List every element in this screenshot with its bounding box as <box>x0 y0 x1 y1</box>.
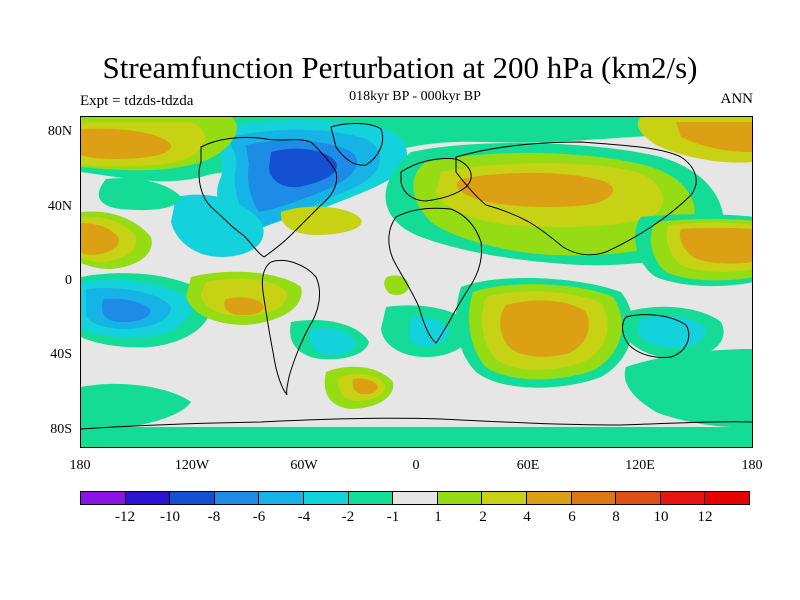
lon-tick-label: 180 <box>741 458 763 473</box>
colorbar-tick-label: -10 <box>160 509 180 525</box>
colorbar-tick-label: 6 <box>568 509 576 525</box>
colorbar-tick-label: 10 <box>653 509 669 525</box>
colorbar-segment <box>170 492 215 504</box>
contour-fill <box>224 297 264 316</box>
colorbar-segment <box>393 492 438 504</box>
colorbar-tick-label: 2 <box>479 509 487 525</box>
coastlines <box>81 123 752 430</box>
colorbar-segment <box>526 492 572 504</box>
contour-fill <box>81 427 752 447</box>
streamfunction-map <box>81 117 752 447</box>
colorbar-segment <box>259 492 304 504</box>
contour-fill <box>269 148 337 188</box>
colorbar-tick-label: 4 <box>523 509 531 525</box>
lat-tick-label: 0 <box>65 273 72 288</box>
colorbar <box>80 491 750 505</box>
contour-fill <box>81 223 119 255</box>
contour-fill <box>456 172 614 207</box>
contour-fill <box>81 128 172 159</box>
colorbar-segment <box>303 492 349 504</box>
coastline-australia <box>622 314 690 358</box>
contour-fill <box>309 327 356 356</box>
colorbar-segment <box>571 492 617 504</box>
contour-fill <box>81 383 191 432</box>
lat-tick-label: 40N <box>47 199 72 214</box>
contour-fill <box>280 206 362 235</box>
lon-tick-label: 120W <box>174 458 210 473</box>
coastline-europe <box>400 158 472 202</box>
season-label: ANN <box>720 91 754 107</box>
lat-tick-label: 80N <box>47 124 72 139</box>
colorbar-tick-label: -4 <box>297 509 311 525</box>
contour-fill <box>679 227 752 264</box>
colorbar-tick-label: -12 <box>115 509 135 525</box>
contour-fills <box>81 117 752 447</box>
plot-title: Streamfunction Perturbation at 200 hPa (… <box>102 50 698 85</box>
coastline-antarctica <box>81 417 752 430</box>
coastline-south-america <box>261 260 320 396</box>
colorbar-tick-label: -2 <box>341 509 355 525</box>
colorbar-segment <box>616 492 661 504</box>
colorbar-segment <box>348 492 394 504</box>
colorbar-segment <box>437 492 483 504</box>
contour-fill <box>171 194 264 257</box>
colorbar-segment <box>81 492 126 504</box>
lon-tick-label: 0 <box>412 458 420 473</box>
lat-tick-label: 80S <box>50 422 72 437</box>
coastline-africa <box>388 207 482 344</box>
contour-fill <box>352 378 378 395</box>
contour-fill <box>384 275 409 295</box>
colorbar-tick-label: -6 <box>252 509 266 525</box>
colorbar-tick-label: -1 <box>386 509 400 525</box>
lon-tick-label: 60E <box>516 458 540 473</box>
colorbar-segment <box>705 492 749 504</box>
contour-fill <box>500 300 589 357</box>
contour-fill <box>676 122 752 153</box>
lon-tick-label: 120E <box>625 458 655 473</box>
map-plot-area <box>80 116 753 448</box>
colorbar-segment <box>214 492 260 504</box>
contour-fill <box>624 349 752 428</box>
lon-tick-label: 60W <box>290 458 318 473</box>
coastline-north-america <box>198 136 338 258</box>
contour-fill <box>98 178 181 211</box>
contour-fill <box>101 298 151 323</box>
lat-tick-label: 40S <box>50 347 72 362</box>
colorbar-segment <box>482 492 527 504</box>
colorbar-segment <box>125 492 171 504</box>
coastline-greenland <box>330 123 384 166</box>
colorbar-segment <box>660 492 706 504</box>
colorbar-tick-label: 1 <box>434 509 442 525</box>
colorbar-tick-label: -8 <box>207 509 221 525</box>
experiment-label: Expt = tdzds-tdzda <box>80 93 194 109</box>
colorbar-tick-label: 12 <box>697 509 713 525</box>
colorbar-tick-label: 8 <box>612 509 620 525</box>
coastline-asia <box>455 141 697 256</box>
plot-subtitle: 018kyr BP - 000kyr BP <box>349 89 481 104</box>
lon-tick-label: 180 <box>69 458 91 473</box>
